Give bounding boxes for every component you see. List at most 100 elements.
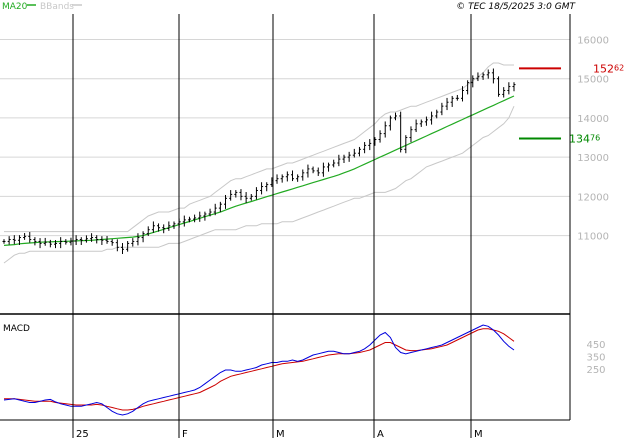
macd-line [3, 324, 515, 416]
price-bar [141, 231, 145, 243]
price-bar [229, 190, 233, 201]
price-bar [167, 221, 171, 231]
price-bar [100, 236, 104, 245]
bband-upper-line [4, 62, 514, 233]
price-level-label: 15262 [593, 62, 624, 75]
price-y-axis: 16000 15000 14000 13000 12000 11000 [577, 35, 609, 242]
price-bar [321, 162, 325, 177]
price-bar [151, 221, 155, 233]
price-bar [486, 69, 490, 79]
price-bar [280, 174, 284, 183]
price-bar [244, 192, 248, 204]
x-tick-label: M [474, 429, 483, 440]
x-tick-label: F [182, 429, 188, 440]
price-bar [502, 87, 506, 98]
ma20-line [3, 95, 515, 246]
price-bar [430, 111, 434, 125]
price-bar [409, 126, 413, 143]
price-bar [352, 148, 356, 158]
price-bar [332, 159, 336, 168]
price-bar [378, 130, 382, 143]
price-bar [234, 190, 238, 198]
price-tick-label: 11000 [577, 232, 609, 243]
price-bar [2, 239, 6, 244]
price-bar [157, 223, 161, 232]
price-bar [327, 162, 331, 172]
price-level-label: 13476 [569, 132, 600, 145]
price-bar [455, 94, 459, 101]
macd-signal-line [4, 328, 515, 411]
price-bar [476, 72, 480, 82]
price-bar [203, 211, 207, 221]
price-bar [218, 201, 222, 213]
price-bar [182, 215, 186, 227]
macd-tick-label: 450 [586, 340, 605, 351]
price-bar [146, 226, 150, 236]
price-bar [213, 203, 217, 216]
price-bar [497, 76, 501, 97]
price-bar [254, 187, 258, 200]
bbands-legend-label: BBands [40, 2, 74, 12]
price-bar [491, 68, 495, 84]
price-bars [2, 68, 516, 254]
price-bar [404, 135, 408, 154]
price-grid [0, 38, 570, 237]
price-bar [301, 169, 305, 181]
x-tick-label: 25 [76, 429, 89, 440]
price-bar [33, 237, 37, 246]
price-bar [440, 102, 444, 116]
price-bar [265, 182, 269, 192]
price-bar [224, 194, 228, 209]
price-bar [136, 233, 140, 246]
price-bar [79, 237, 83, 245]
header: MA20 BBands © TEC 18/5/2025 3:0 GMT [2, 2, 577, 12]
ma20-legend-label: MA20 [2, 2, 28, 12]
price-bar [95, 235, 99, 244]
price-bar [90, 233, 94, 242]
price-bar [512, 82, 516, 92]
price-levels: 15262 13476 [519, 62, 624, 145]
price-bar [105, 235, 109, 244]
price-bar [424, 116, 428, 126]
price-bar [414, 119, 418, 133]
price-bar [419, 119, 423, 127]
price-bar [84, 235, 88, 243]
price-bar [120, 243, 124, 254]
price-bar [306, 164, 310, 178]
price-bar [69, 237, 73, 246]
price-bar [363, 142, 367, 154]
price-bar [337, 154, 341, 167]
price-bar [193, 214, 197, 223]
price-bar [507, 82, 511, 95]
price-bar [115, 239, 119, 252]
price-bar [74, 235, 78, 245]
price-bar [342, 154, 346, 164]
price-bar [172, 221, 176, 229]
price-bar [59, 237, 63, 249]
price-bar [7, 236, 11, 245]
macd-tick-label: 350 [586, 352, 605, 363]
x-axis: 25 F M A M [72, 14, 483, 440]
price-tick-label: 12000 [577, 192, 609, 203]
macd-tick-label: 250 [586, 365, 605, 376]
price-bar [450, 95, 454, 107]
price-bar [187, 216, 191, 223]
price-bar [290, 170, 294, 182]
price-bar [198, 211, 202, 222]
price-level-1: 13476 [519, 132, 600, 145]
price-bar [383, 121, 387, 138]
price-bar [399, 111, 403, 153]
price-bar [110, 239, 114, 246]
price-bar [466, 80, 470, 95]
timestamp: © TEC 18/5/2025 3:0 GMT [456, 2, 576, 12]
price-bar [316, 167, 320, 176]
price-bar [12, 235, 16, 245]
price-bar [162, 224, 166, 234]
price-bar [357, 146, 361, 157]
price-tick-label: 16000 [577, 35, 609, 46]
x-tick-label: A [377, 429, 384, 440]
price-bar [388, 115, 392, 131]
